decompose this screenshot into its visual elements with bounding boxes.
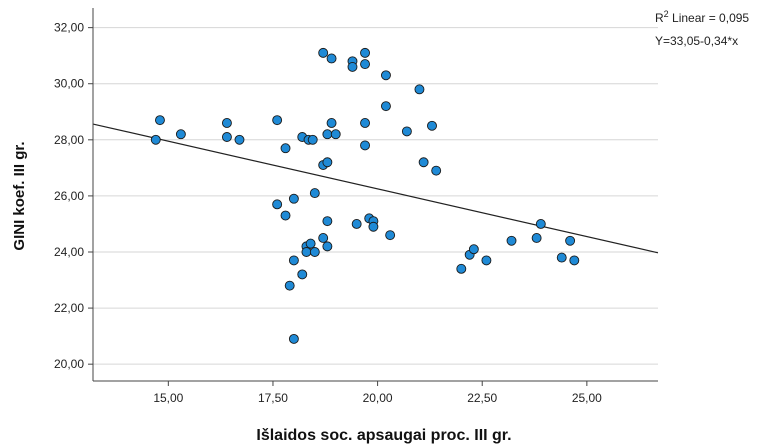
- scatter-point: [280, 210, 291, 221]
- scatter-point: [360, 118, 370, 128]
- y-tick-label: 22,00: [54, 301, 84, 315]
- y-tick-label: 24,00: [54, 245, 84, 259]
- y-tick-label: 26,00: [54, 189, 84, 203]
- r2-superscript: 2: [664, 9, 669, 19]
- scatter-point: [535, 218, 546, 229]
- scatter-point: [297, 269, 308, 280]
- scatter-point: [150, 134, 161, 145]
- scatter-point: [221, 118, 232, 128]
- scatter-point: [414, 84, 425, 95]
- scatter-point: [322, 129, 333, 140]
- scatter-point: [565, 235, 576, 246]
- scatter-point: [318, 47, 329, 58]
- scatter-point: [280, 143, 291, 154]
- scatter-point: [288, 333, 299, 344]
- scatter-point: [301, 247, 312, 257]
- scatter-point: [360, 59, 370, 70]
- scatter-point: [569, 255, 580, 266]
- scatter-point: [481, 255, 492, 266]
- scatter-point: [431, 165, 442, 176]
- scatter-point: [506, 235, 517, 246]
- y-tick-label: 20,00: [54, 357, 84, 371]
- scatter-point: [385, 230, 396, 241]
- scatter-point: [175, 129, 186, 140]
- y-tick-label: 28,00: [54, 133, 84, 147]
- x-tick-label: 17,50: [258, 391, 288, 405]
- regression-equation: Y=33,05-0,34*x: [655, 34, 738, 48]
- scatter-point: [288, 193, 299, 204]
- scatter-point: [401, 126, 412, 137]
- axes: [88, 8, 658, 386]
- scatter-point: [347, 61, 358, 72]
- scatter-point: [556, 252, 567, 263]
- scatter-point: [456, 263, 467, 274]
- scatter-point: [468, 244, 479, 255]
- scatter-point: [381, 70, 391, 81]
- scatter-point: [305, 238, 316, 249]
- gridlines: [93, 27, 658, 365]
- scatter-point: [351, 218, 362, 229]
- scatter-point: [360, 47, 370, 58]
- x-axis-title: Išlaidos soc. apsaugai proc. III gr.: [256, 427, 511, 444]
- y-tick-label: 30,00: [54, 77, 84, 91]
- scatter-point: [307, 134, 318, 145]
- scatter-point: [234, 134, 245, 145]
- data-points: [150, 47, 580, 344]
- scatter-point: [322, 216, 333, 227]
- scatter-point: [368, 221, 379, 232]
- x-tick-label: 22,50: [467, 391, 497, 405]
- scatter-point: [288, 255, 299, 266]
- scatter-point: [284, 280, 295, 291]
- x-tick-label: 20,00: [363, 391, 393, 405]
- r-squared-annotation: R2 Linear = 0,095: [655, 9, 749, 25]
- fit-line-layer: [92, 123, 659, 254]
- scatter-point: [326, 118, 337, 128]
- scatter-point: [360, 140, 370, 151]
- scatter-point: [272, 115, 283, 126]
- x-tick-label: 15,00: [153, 391, 183, 405]
- y-tick-label: 32,00: [54, 21, 84, 35]
- scatter-point: [155, 115, 165, 126]
- scatter-point: [418, 157, 429, 168]
- scatter-point: [318, 233, 329, 243]
- scatter-point: [531, 233, 542, 243]
- scatter-point: [221, 132, 232, 142]
- scatter-point: [272, 199, 283, 210]
- tick-labels: 20,00 22,00 24,00 26,00 28,00 30,00 32,00 15,00…: [54, 21, 602, 405]
- scatter-point: [381, 101, 391, 112]
- regression-line: [92, 123, 659, 254]
- r2-rest: Linear = 0,095: [669, 11, 750, 25]
- y-axis-title: GINI koef. III gr.: [11, 141, 28, 250]
- scatter-point: [326, 53, 337, 64]
- x-tick-label: 25,00: [572, 391, 602, 405]
- scatter-point: [322, 157, 333, 168]
- scatter-point: [330, 129, 341, 140]
- scatter-point: [309, 188, 320, 199]
- scatter-point: [309, 247, 320, 257]
- scatter-point: [427, 120, 437, 131]
- r2-prefix: R: [655, 11, 664, 25]
- scatter-point: [322, 241, 333, 252]
